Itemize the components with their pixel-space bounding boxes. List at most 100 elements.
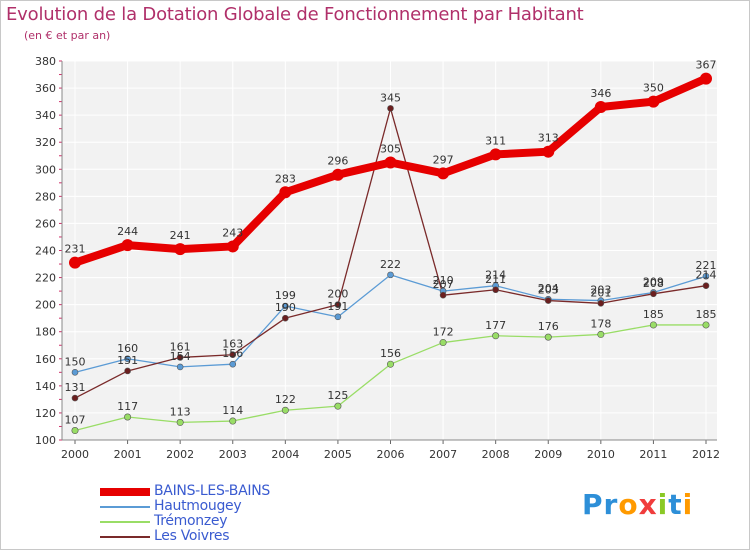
data-label-tremonzey: 122 xyxy=(275,393,296,406)
chart-legend: BAINS-LES-BAINS Hautmougey Trémonzey Les… xyxy=(100,483,360,544)
data-point-tremonzey xyxy=(386,360,394,368)
data-point-voivres xyxy=(282,314,289,322)
data-point-tremonzey xyxy=(702,321,710,329)
data-label-hautmougey: 191 xyxy=(327,300,348,313)
legend-item-hautmougey: Hautmougey xyxy=(100,498,360,514)
data-label-bains: 350 xyxy=(643,82,664,95)
data-label-voivres: 131 xyxy=(65,381,86,394)
data-point-voivres xyxy=(702,282,710,289)
data-label-tremonzey: 114 xyxy=(222,404,243,417)
legend-label-bains: BAINS-LES-BAINS xyxy=(154,483,270,499)
legend-label-hautmougey: Hautmougey xyxy=(154,498,242,514)
data-point-voivres xyxy=(439,291,447,299)
legend-item-bains: BAINS-LES-BAINS xyxy=(100,483,360,499)
data-point-voivres xyxy=(544,297,552,304)
data-label-hautmougey: 221 xyxy=(696,259,717,272)
data-point-voivres xyxy=(71,394,79,402)
data-label-bains: 346 xyxy=(590,87,611,100)
data-point-hautmougey xyxy=(702,272,710,280)
data-point-tremonzey xyxy=(124,413,132,421)
x-tick-label: 2008 xyxy=(482,448,510,461)
data-label-hautmougey: 150 xyxy=(65,355,86,368)
data-point-voivres xyxy=(650,290,657,298)
data-point-hautmougey xyxy=(229,360,237,368)
data-label-voivres: 201 xyxy=(590,286,611,299)
data-label-voivres: 163 xyxy=(222,338,243,351)
data-label-bains: 305 xyxy=(380,143,401,156)
data-label-voivres: 203 xyxy=(538,284,559,297)
x-tick-label: 2009 xyxy=(534,448,562,461)
x-tick-label: 2002 xyxy=(166,448,194,461)
data-label-voivres: 190 xyxy=(275,301,296,314)
data-point-bains xyxy=(331,168,344,181)
data-label-voivres: 161 xyxy=(170,340,191,353)
data-label-hautmougey: 214 xyxy=(485,269,506,282)
data-point-tremonzey xyxy=(649,321,657,329)
data-label-bains: 296 xyxy=(327,155,348,168)
data-label-voivres: 207 xyxy=(433,278,454,291)
data-label-voivres: 208 xyxy=(643,277,664,290)
y-tick-label: 280 xyxy=(35,190,56,203)
data-label-hautmougey: 160 xyxy=(117,342,138,355)
y-tick-label: 300 xyxy=(35,163,56,176)
x-tick-label: 2007 xyxy=(429,448,457,461)
data-label-tremonzey: 125 xyxy=(327,389,348,402)
legend-swatch-bains xyxy=(100,488,150,496)
data-label-tremonzey: 185 xyxy=(696,308,717,321)
data-point-voivres xyxy=(492,286,499,294)
data-point-bains xyxy=(69,256,81,269)
data-label-bains: 244 xyxy=(117,225,138,238)
proxiti-logo: Proxiti xyxy=(582,488,693,521)
y-tick-label: 200 xyxy=(35,299,56,312)
x-tick-label: 2012 xyxy=(692,448,720,461)
data-point-voivres xyxy=(387,105,394,112)
x-tick-label: 2004 xyxy=(271,448,299,461)
y-tick-label: 180 xyxy=(35,326,56,339)
data-point-tremonzey xyxy=(492,332,500,340)
data-label-voivres: 214 xyxy=(696,269,717,282)
y-tick-label: 120 xyxy=(35,407,56,420)
data-label-tremonzey: 172 xyxy=(433,326,454,339)
data-point-bains xyxy=(226,240,239,253)
data-label-hautmougey: 210 xyxy=(433,274,454,287)
y-tick-label: 160 xyxy=(35,353,56,366)
data-label-voivres: 211 xyxy=(485,273,506,286)
x-tick-label: 2003 xyxy=(219,448,247,461)
data-label-voivres: 345 xyxy=(380,91,401,104)
data-point-tremonzey xyxy=(176,418,184,426)
data-point-bains xyxy=(489,148,502,161)
data-point-tremonzey xyxy=(229,417,237,425)
x-tick-label: 2005 xyxy=(324,448,352,461)
data-label-bains: 283 xyxy=(275,172,296,185)
data-point-bains xyxy=(542,145,555,158)
data-point-hautmougey xyxy=(71,369,79,376)
data-label-bains: 367 xyxy=(696,59,717,72)
data-label-tremonzey: 177 xyxy=(485,319,506,332)
data-point-hautmougey xyxy=(124,355,131,363)
data-label-hautmougey: 156 xyxy=(222,347,243,360)
y-tick-label: 100 xyxy=(35,434,56,447)
y-tick-label: 140 xyxy=(35,380,56,393)
data-label-hautmougey: 209 xyxy=(643,275,664,288)
data-label-voivres: 200 xyxy=(327,288,348,301)
data-label-bains: 243 xyxy=(222,226,243,239)
data-label-tremonzey: 176 xyxy=(538,320,559,333)
data-point-voivres xyxy=(334,301,342,308)
y-tick-label: 240 xyxy=(35,245,56,258)
data-point-tremonzey xyxy=(544,333,552,341)
data-label-tremonzey: 178 xyxy=(590,317,611,330)
legend-item-tremonzey: Trémonzey xyxy=(100,513,360,529)
logo-letter-o: o xyxy=(618,488,639,521)
logo-letter-t: t xyxy=(668,488,683,521)
data-label-bains: 311 xyxy=(485,134,506,147)
data-point-voivres xyxy=(229,351,237,359)
data-label-hautmougey: 204 xyxy=(538,282,559,295)
chart-subtitle: (en € et par an) xyxy=(24,29,111,42)
data-point-voivres xyxy=(124,367,131,375)
logo-letter-i: i xyxy=(657,488,669,521)
x-tick-label: 2001 xyxy=(114,448,142,461)
logo-letter-i2: i xyxy=(682,488,694,521)
legend-swatch-tremonzey xyxy=(100,521,150,523)
data-label-tremonzey: 117 xyxy=(117,400,138,413)
